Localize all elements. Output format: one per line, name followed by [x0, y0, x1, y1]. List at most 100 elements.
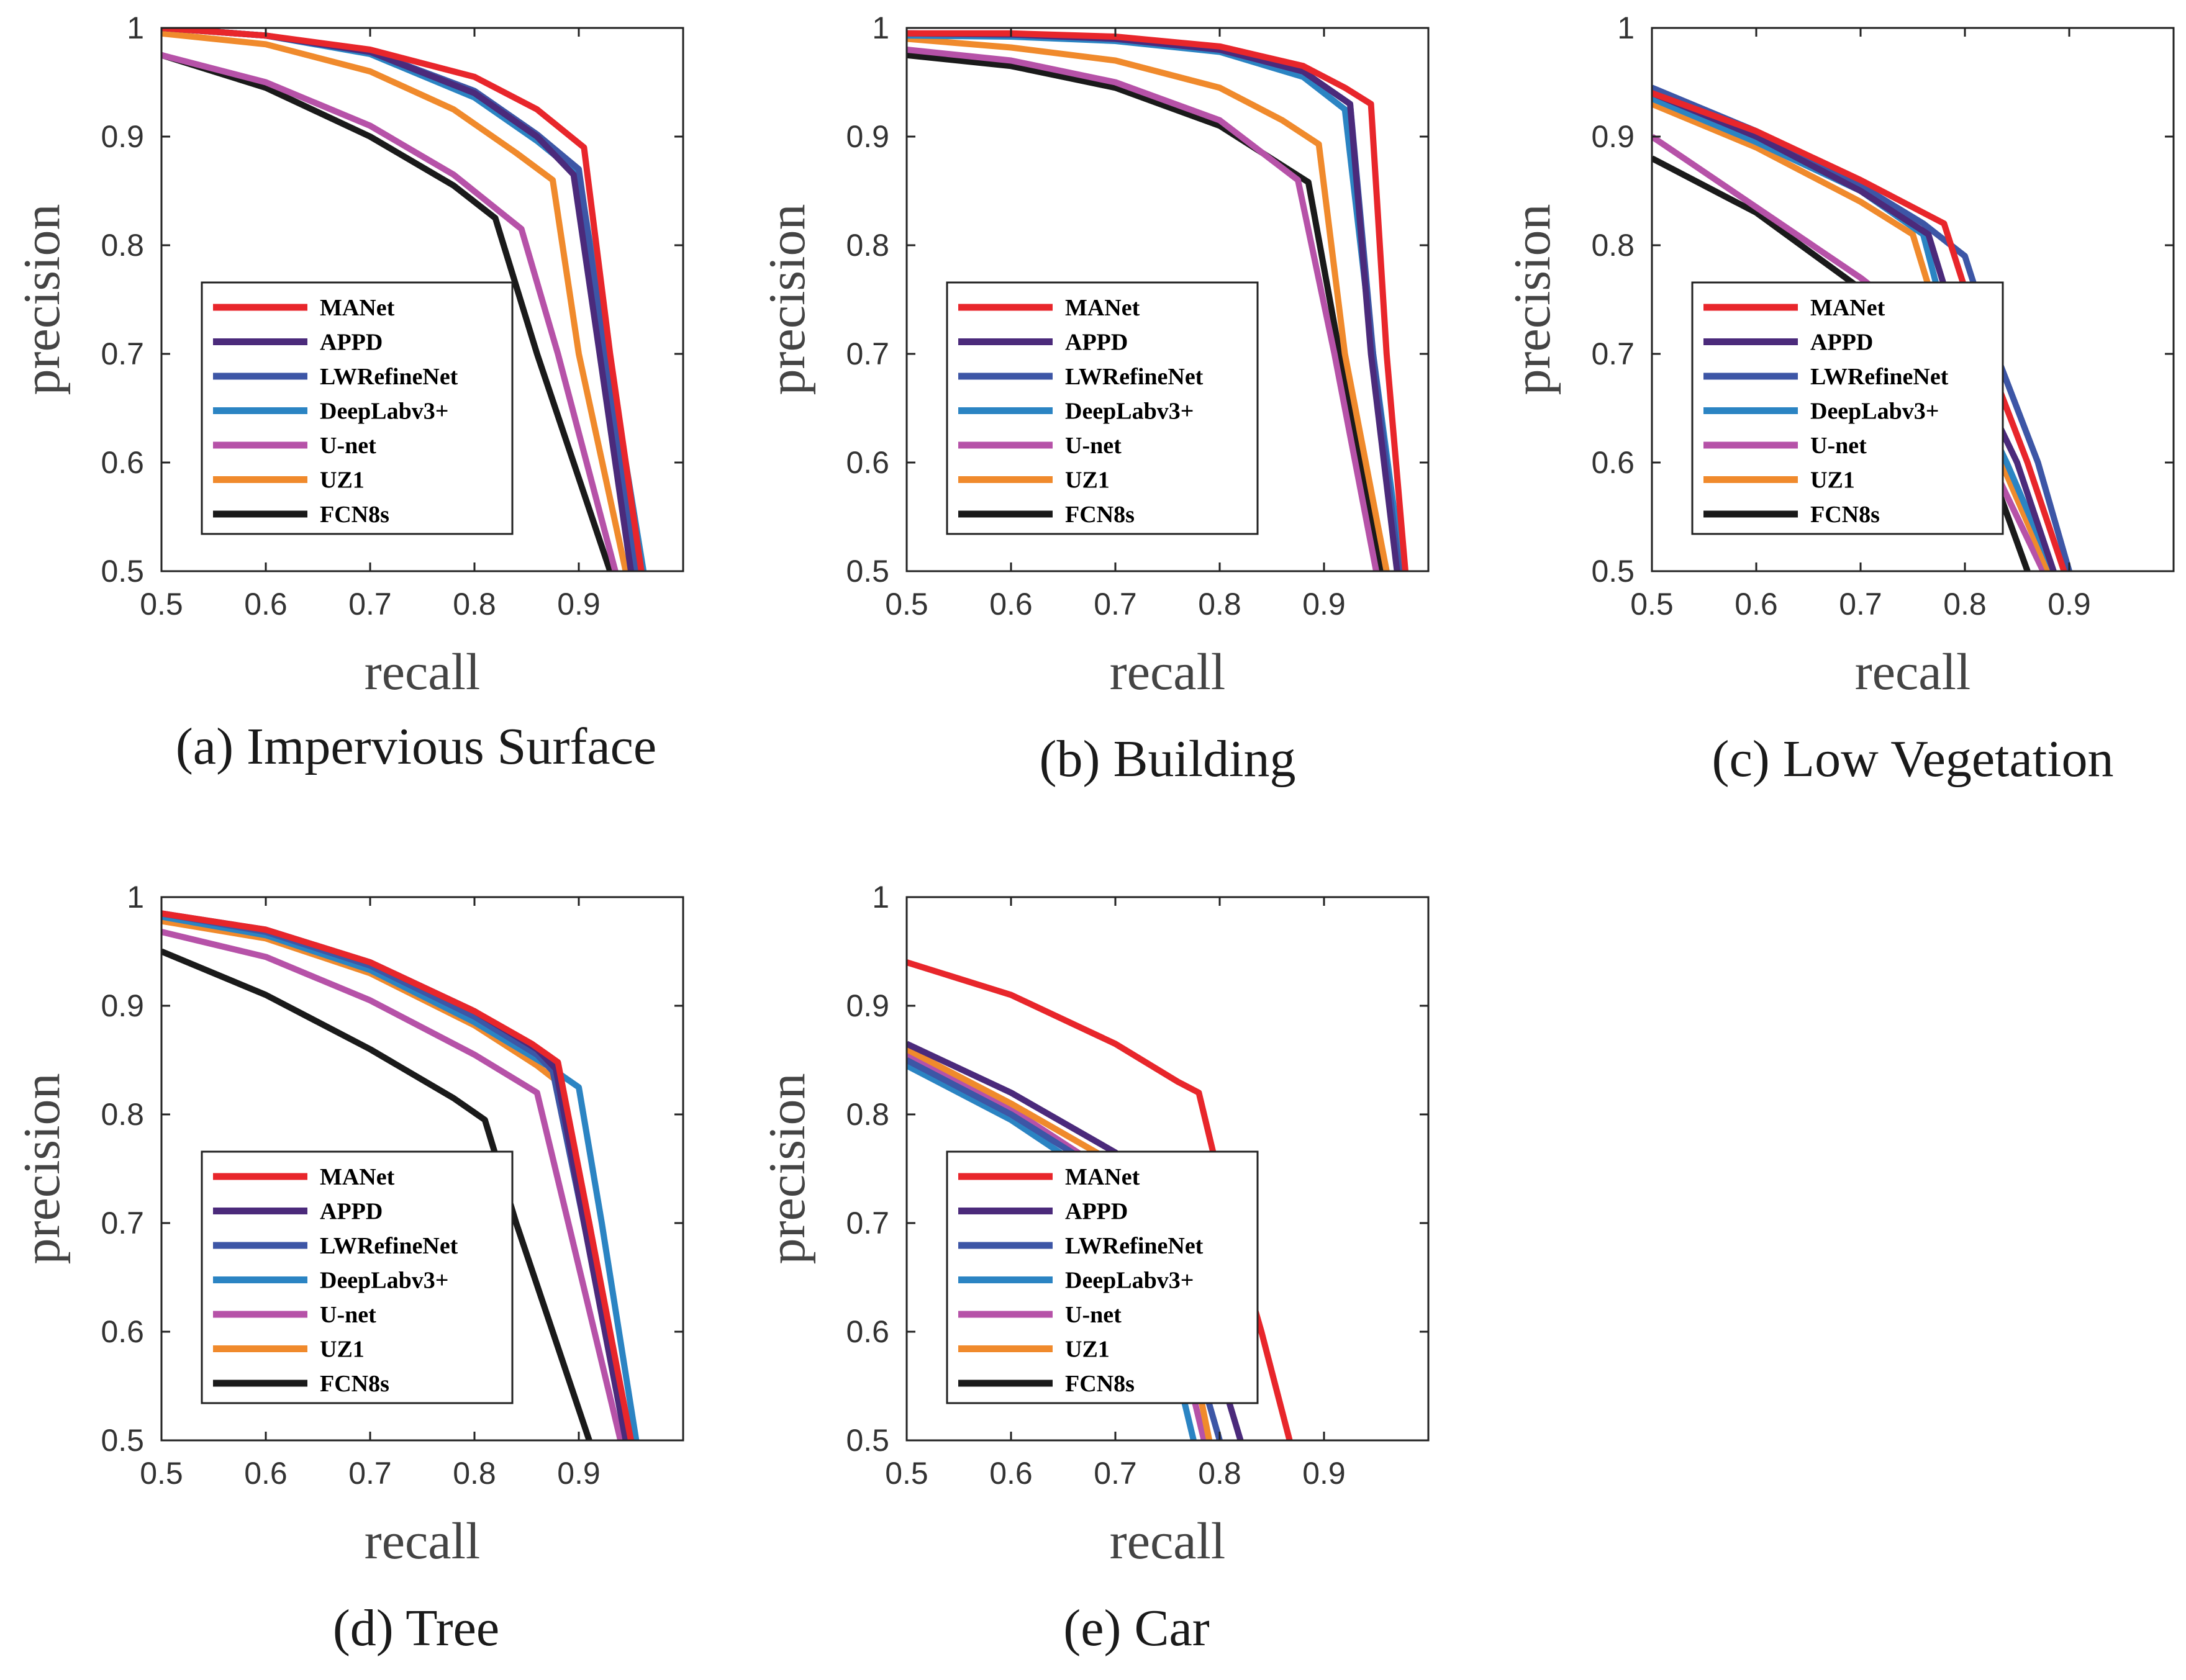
y-tick-label: 0.9 [101, 988, 144, 1023]
y-tick-label: 0.6 [1591, 445, 1635, 480]
panel-caption: (a) Impervious Surface [176, 718, 656, 775]
y-tick-label: 0.9 [846, 119, 889, 154]
legend-entry-manet: MANet [1065, 1164, 1140, 1190]
x-tick-label: 0.9 [2048, 587, 2091, 621]
legend: MANet APPD LWRefineNet DeepLabv3+ U-net UZ1 FC… [201, 281, 514, 535]
legend-entry-u-net: U-net [1065, 1302, 1122, 1328]
x-tick-label: 0.8 [453, 1456, 496, 1491]
x-tick-label: 0.7 [1094, 1456, 1137, 1491]
y-tick-label: 0.5 [1591, 554, 1635, 589]
y-tick-label: 0.9 [1591, 119, 1635, 154]
x-tick-label: 0.8 [453, 587, 496, 621]
series-line-fcn8s [161, 52, 614, 571]
chart-panel-3: 0.5 0.6 0.7 0.8 0.9 0.5 0.6 0.7 0.8 0.9 1 recall pre… [1503, 11, 2175, 788]
legend: MANet APPD LWRefineNet DeepLabv3+ U-net UZ1 FC… [946, 281, 1259, 535]
legend-entry-fcn8s: FCN8s [320, 1371, 389, 1397]
legend-entry-lwrefinenet: LWRefineNet [320, 1233, 458, 1259]
series-line-uz1 [907, 35, 1390, 571]
x-tick-label: 0.7 [348, 587, 392, 621]
x-axis-label: recall [1855, 643, 1971, 701]
legend-entry-uz1: UZ1 [320, 1337, 365, 1363]
panel-caption: (c) Low Vegetation [1712, 730, 2114, 788]
legend-entry-fcn8s: FCN8s [320, 502, 389, 528]
y-tick-label: 0.5 [101, 1423, 144, 1458]
panel-caption: (d) Tree [333, 1599, 499, 1657]
chart-panel-4: 0.5 0.6 0.7 0.8 0.9 0.5 0.6 0.7 0.8 0.9 1 recall pre… [13, 880, 684, 1657]
x-tick-label: 0.6 [989, 587, 1033, 621]
legend-entry-manet: MANet [320, 295, 395, 321]
series-line-manet [1652, 90, 2067, 571]
plot-frame [1651, 27, 2175, 572]
y-tick-label: 0.8 [846, 228, 889, 263]
x-tick-label: 0.9 [557, 1456, 601, 1491]
legend: MANet APPD LWRefineNet DeepLabv3+ U-net UZ1 FC… [201, 1150, 514, 1404]
y-tick-label: 0.8 [846, 1097, 889, 1132]
x-tick-label: 0.6 [244, 587, 288, 621]
x-tick-label: 0.6 [1735, 587, 1778, 621]
legend-entry-manet: MANet [1065, 295, 1140, 321]
x-axis-label: recall [1110, 643, 1226, 701]
series-line-manet [161, 910, 634, 1440]
curves [161, 910, 640, 1440]
legend-entry-deeplabv3plus: DeepLabv3+ [320, 1268, 448, 1294]
plot-frame [160, 896, 684, 1442]
legend-entry-appd: APPD [1810, 330, 1873, 356]
y-tick-label: 0.8 [101, 228, 144, 263]
x-axis-label: recall [365, 1512, 481, 1570]
legend-entry-appd: APPD [1065, 330, 1128, 356]
legend-entry-lwrefinenet: LWRefineNet [320, 364, 458, 390]
y-tick-label: 0.6 [101, 1314, 144, 1349]
y-tick-label: 1 [872, 11, 889, 45]
y-tick-label: 1 [1617, 11, 1635, 45]
x-tick-label: 0.6 [989, 1456, 1033, 1491]
x-tick-label: 0.5 [1630, 587, 1674, 621]
plot-frame [160, 27, 684, 572]
legend-entry-u-net: U-net [320, 433, 376, 459]
y-tick-label: 1 [127, 11, 144, 45]
x-tick-label: 0.5 [885, 587, 928, 621]
x-tick-label: 0.5 [885, 1456, 928, 1491]
series-line-u-net [161, 929, 624, 1440]
y-tick-label: 0.7 [846, 1206, 889, 1240]
legend-entry-fcn8s: FCN8s [1065, 1371, 1135, 1397]
y-tick-label: 0.7 [101, 336, 144, 371]
legend-entry-manet: MANet [1810, 295, 1885, 321]
x-tick-label: 0.9 [1302, 587, 1346, 621]
y-tick-label: 0.9 [846, 988, 889, 1023]
curves [161, 28, 647, 571]
legend-entry-uz1: UZ1 [1065, 467, 1110, 494]
y-tick-label: 0.7 [1591, 336, 1635, 371]
y-tick-label: 0.7 [846, 336, 889, 371]
y-axis-label: precision [758, 1073, 816, 1265]
y-tick-label: 0.5 [846, 554, 889, 589]
legend-entry-manet: MANet [320, 1164, 395, 1190]
legend-entry-appd: APPD [320, 1199, 383, 1225]
x-tick-label: 0.6 [244, 1456, 288, 1491]
series-line-manet [907, 30, 1408, 571]
y-tick-label: 1 [872, 880, 889, 915]
series-line-fcn8s [161, 948, 592, 1440]
y-tick-label: 0.7 [101, 1206, 144, 1240]
plot-frame [905, 896, 1430, 1442]
chart-panel-5: 0.5 0.6 0.7 0.8 0.9 0.5 0.6 0.7 0.8 0.9 1 recall pre… [758, 880, 1430, 1657]
y-tick-label: 1 [127, 880, 144, 915]
y-tick-label: 0.6 [101, 445, 144, 480]
y-tick-label: 0.6 [846, 445, 889, 480]
y-tick-label: 0.9 [101, 119, 144, 154]
y-axis-label: precision [1503, 204, 1561, 395]
y-tick-label: 0.8 [1591, 228, 1635, 263]
legend-entry-u-net: U-net [1065, 433, 1122, 459]
legend: MANet APPD LWRefineNet DeepLabv3+ U-net UZ1 FC… [1691, 281, 2004, 535]
x-tick-label: 0.7 [1839, 587, 1882, 621]
series-line-u-net [907, 47, 1379, 571]
y-tick-label: 0.6 [846, 1314, 889, 1349]
panel-caption: (b) Building [1040, 730, 1296, 788]
panel-caption: (e) Car [1063, 1599, 1210, 1657]
legend-entry-fcn8s: FCN8s [1810, 502, 1880, 528]
y-tick-label: 0.5 [101, 554, 144, 589]
series-line-fcn8s [907, 52, 1385, 571]
legend-entry-deeplabv3plus: DeepLabv3+ [1810, 399, 1939, 425]
x-tick-label: 0.7 [1094, 587, 1137, 621]
x-tick-label: 0.8 [1198, 1456, 1241, 1491]
